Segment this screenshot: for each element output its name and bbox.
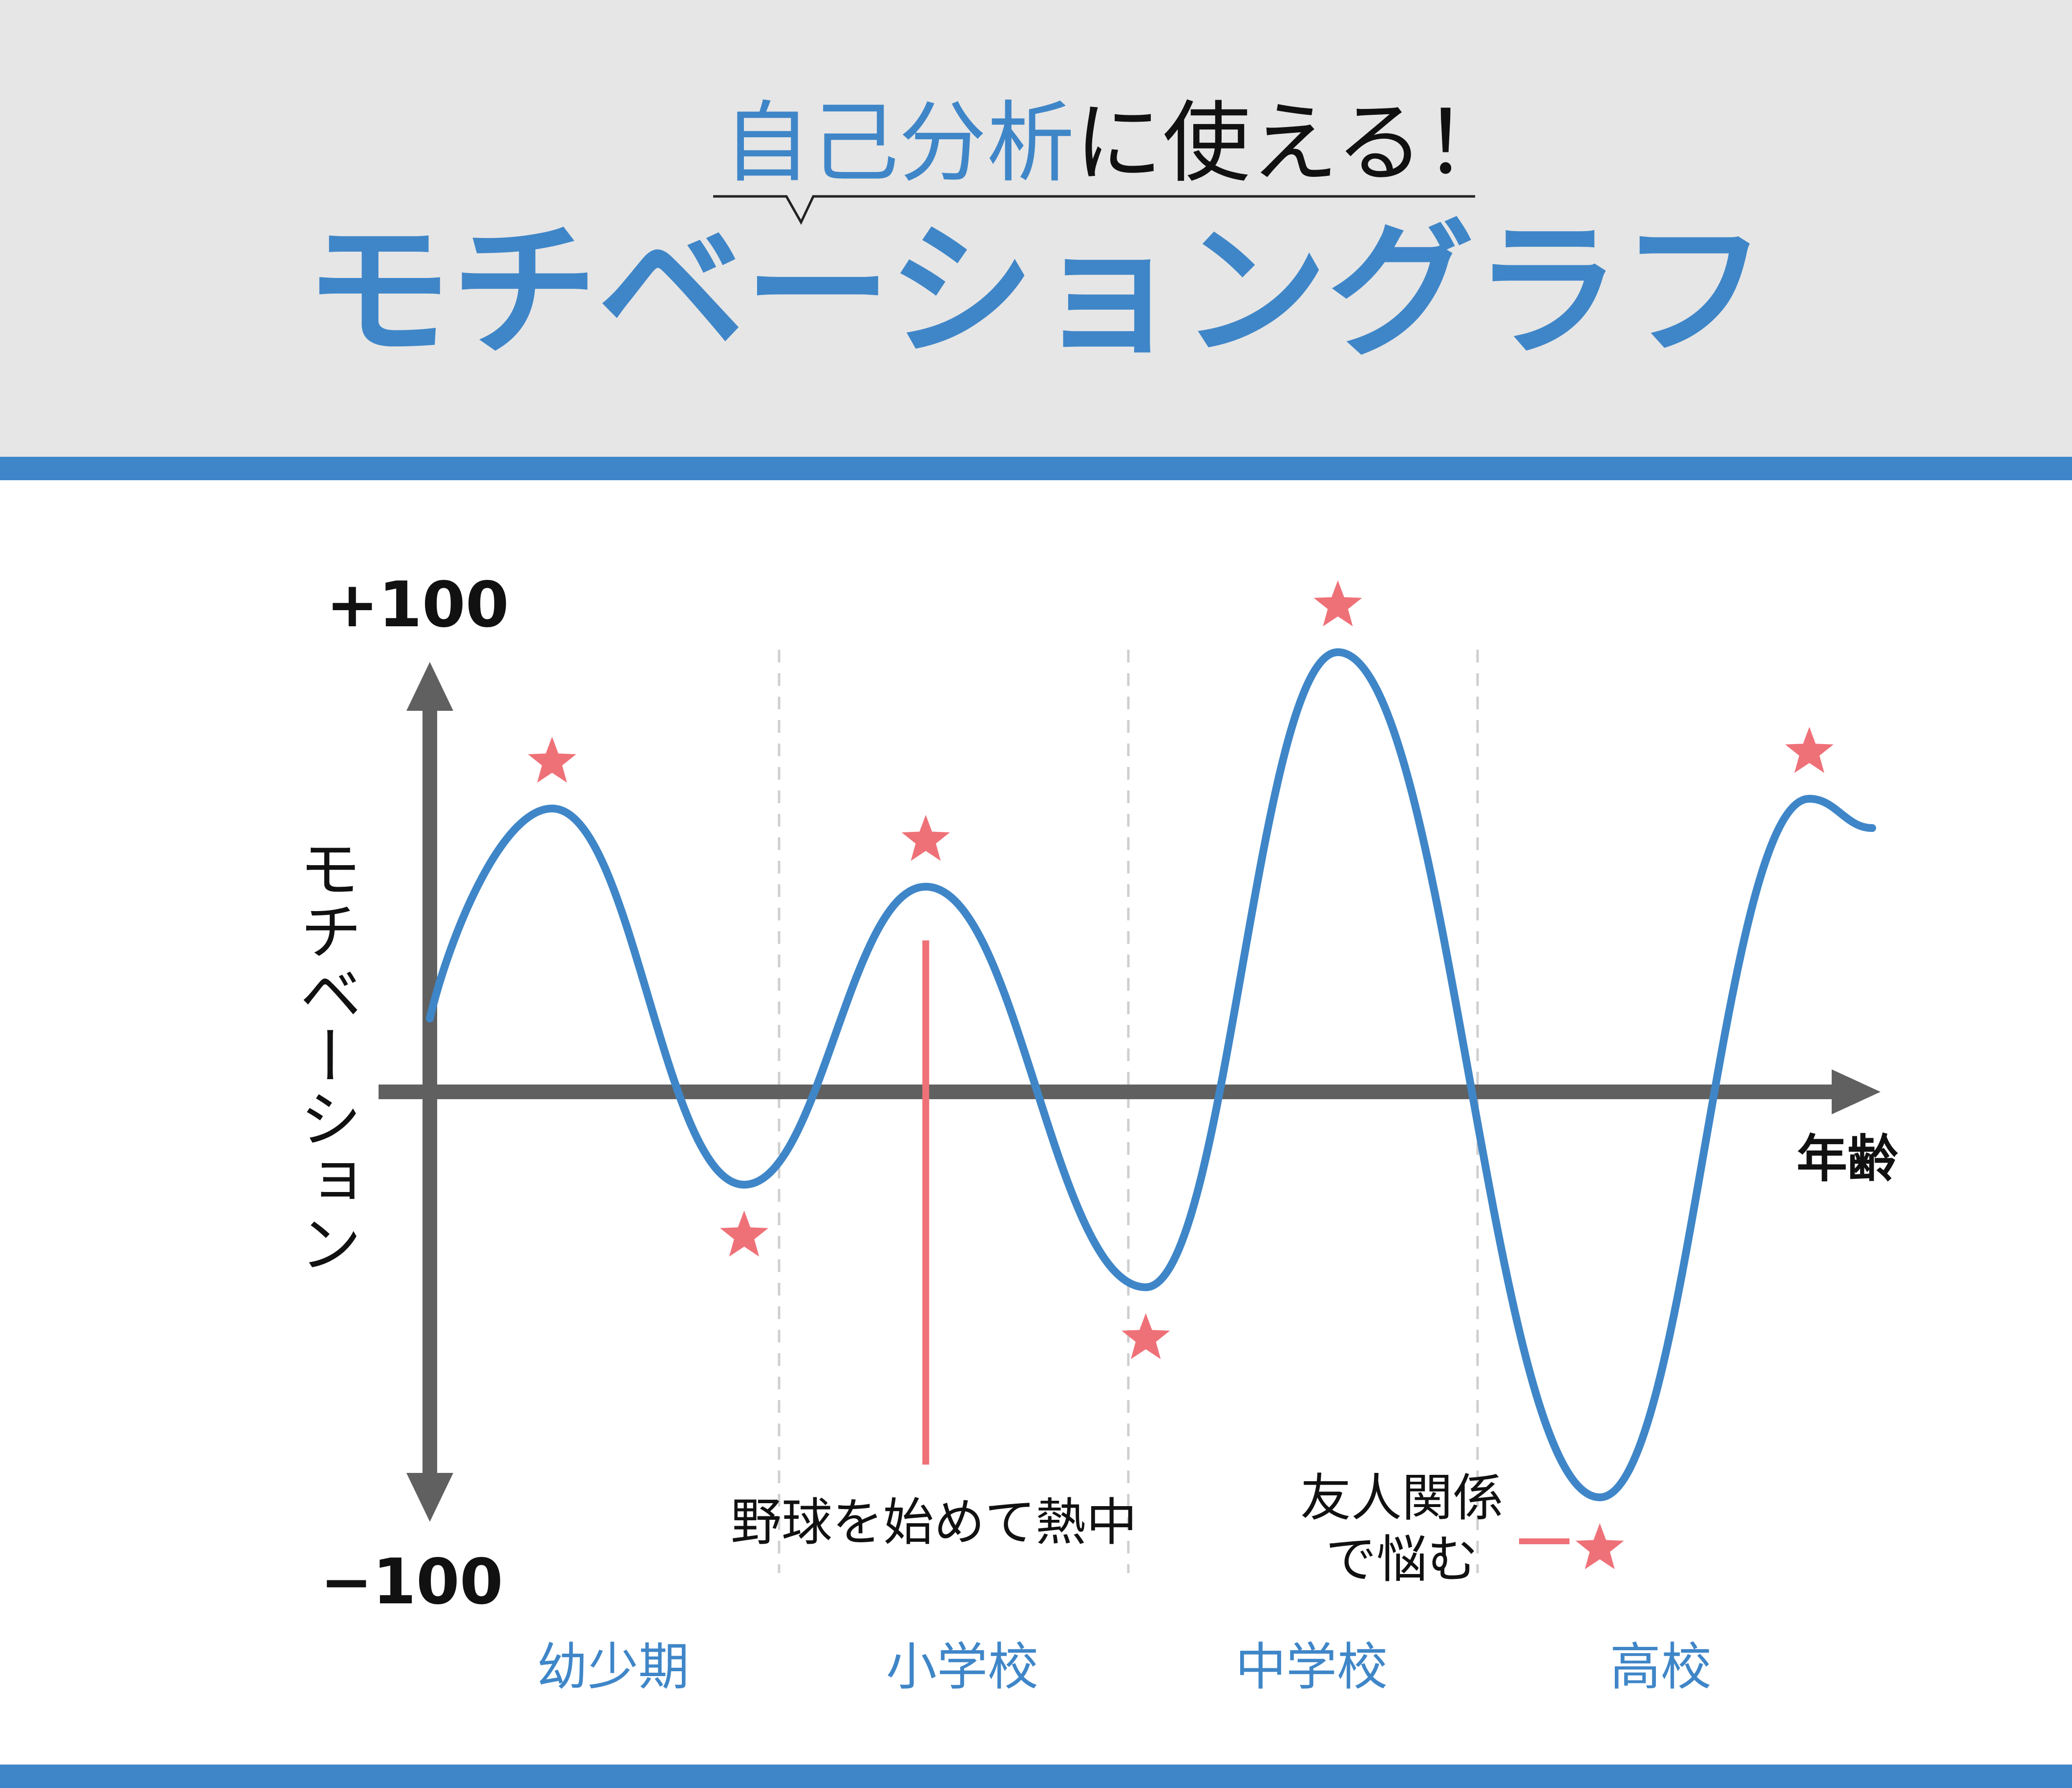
header-background xyxy=(0,0,2072,457)
y-axis-arrow-up xyxy=(406,662,453,711)
period-label-0: 幼少期 xyxy=(537,1637,689,1697)
star-icon xyxy=(901,815,950,861)
y-axis-arrow-down xyxy=(406,1473,453,1522)
annotation-friends-line2: で悩む xyxy=(1326,1530,1478,1589)
annotation-friends-line1: 友人関係 xyxy=(1300,1468,1503,1528)
y-tick-top: +100 xyxy=(326,569,509,641)
period-dividers xyxy=(778,650,1479,1573)
star-icon xyxy=(720,1211,768,1257)
period-label-3: 高校 xyxy=(1610,1637,1712,1697)
subtitle-rest: に使える！ xyxy=(1075,92,1512,194)
y-tick-bottom: −100 xyxy=(320,1546,503,1618)
chart-area: +100 −100 モチベーション 年齢 幼少期 小学校 中学校 高校 野球を始… xyxy=(289,569,1899,1697)
footer-band xyxy=(0,1765,2072,1788)
annotation-baseball: 野球を始めて熱中 xyxy=(731,1492,1137,1552)
y-axis-label: モチベーション xyxy=(289,836,361,1274)
header-divider xyxy=(0,457,2072,480)
axes xyxy=(379,662,1881,1522)
star-icon xyxy=(1785,727,1834,773)
period-label-2: 中学校 xyxy=(1235,1637,1388,1697)
x-axis-arrow xyxy=(1832,1069,1881,1114)
star-icon xyxy=(528,737,576,783)
subtitle-highlight: 自己分析 xyxy=(723,92,1075,194)
turning-point-markers xyxy=(528,580,1834,1570)
x-axis-label: 年齢 xyxy=(1797,1129,1898,1189)
star-icon xyxy=(1313,580,1362,627)
star-icon xyxy=(1575,1523,1624,1570)
series-line-motivation xyxy=(426,648,1876,1502)
page-title: モチベーショングラフ xyxy=(305,206,1767,377)
star-icon xyxy=(1121,1313,1170,1360)
annotations xyxy=(922,940,1570,1544)
speech-bubble-line xyxy=(713,195,1475,225)
period-label-1: 小学校 xyxy=(886,1637,1038,1697)
